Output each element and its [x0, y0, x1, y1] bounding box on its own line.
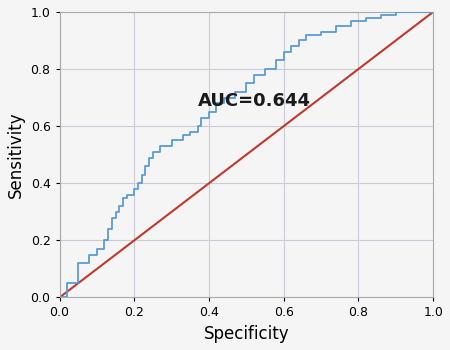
Text: AUC=0.644: AUC=0.644	[198, 92, 311, 110]
Y-axis label: Sensitivity: Sensitivity	[7, 111, 25, 198]
X-axis label: Specificity: Specificity	[203, 325, 289, 343]
